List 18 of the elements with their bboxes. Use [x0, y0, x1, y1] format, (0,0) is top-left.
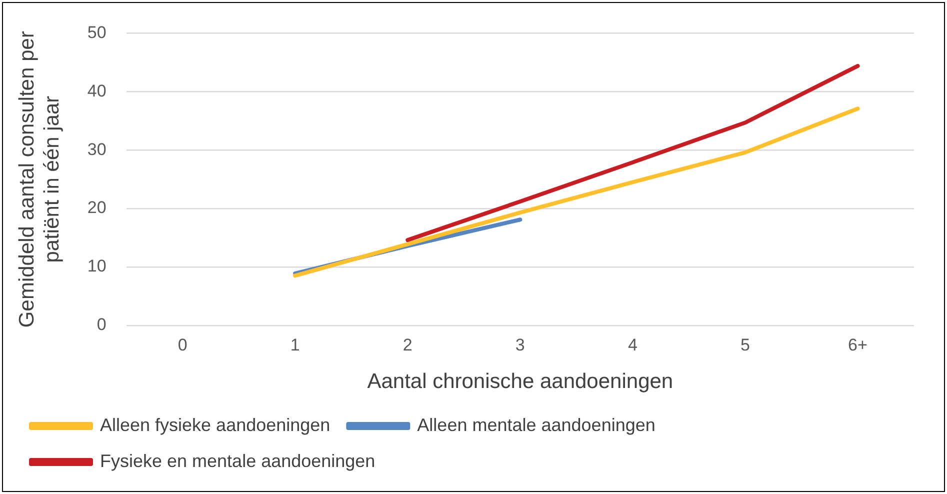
x-tick-label: 5 [740, 335, 750, 354]
y-tick-label: 50 [87, 22, 106, 42]
y-tick-label: 0 [96, 315, 106, 334]
x-axis-title: Aantal chronische aandoeningen [367, 370, 674, 394]
legend-label: Alleen mentale aandoeningen [417, 414, 656, 435]
x-tick-label: 2 [402, 335, 412, 354]
x-tick-label: 6+ [848, 335, 868, 354]
x-tick-label: 0 [178, 335, 188, 354]
y-tick-label: 30 [87, 140, 106, 159]
y-axis-title: Gemiddeld aantal consulten per patiënt in één jaar [15, 31, 64, 328]
legend-label: Alleen fysieke aandoeningen [100, 414, 330, 435]
legend-label: Fysieke en mentale aandoeningen [100, 450, 376, 471]
y-tick-label: 20 [87, 198, 106, 218]
y-tick-label: 10 [87, 256, 106, 276]
x-tick-label: 4 [628, 335, 638, 354]
x-tick-label: 1 [290, 335, 300, 354]
x-tick-label: 3 [515, 335, 525, 354]
y-tick-label: 40 [87, 81, 106, 100]
